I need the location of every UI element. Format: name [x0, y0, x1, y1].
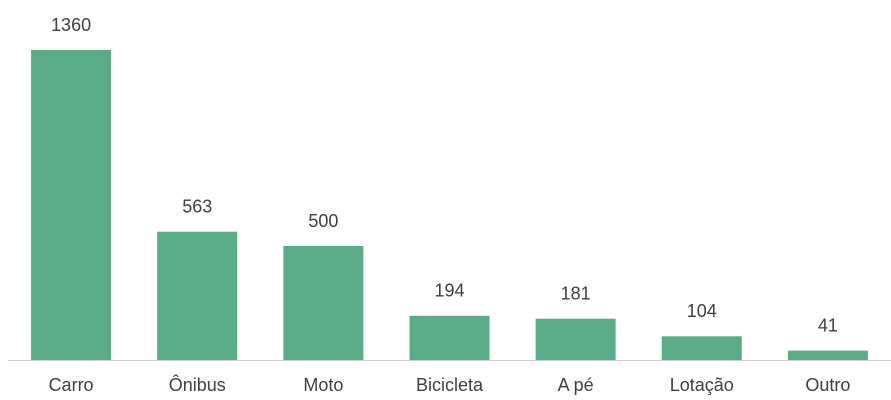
data-label: 194: [434, 281, 464, 301]
bar: [31, 50, 112, 360]
data-label: 104: [687, 301, 717, 321]
data-label: 563: [182, 196, 212, 216]
x-tick-label: A pé: [558, 375, 594, 395]
data-label: 1360: [51, 15, 91, 35]
bar: [787, 350, 868, 360]
bar: [661, 336, 742, 360]
bar: [283, 246, 364, 360]
data-label: 500: [308, 211, 338, 231]
x-tick-label: Outro: [805, 375, 850, 395]
x-tick-label: Moto: [303, 375, 343, 395]
x-tick-label: Ônibus: [169, 374, 226, 395]
bar: [157, 231, 238, 360]
data-label: 181: [561, 283, 591, 303]
x-tick-label: Carro: [49, 375, 94, 395]
bar: [409, 315, 490, 360]
x-tick-label: Lotação: [670, 375, 734, 395]
x-tick-label: Bicicleta: [416, 375, 484, 395]
data-label: 41: [818, 315, 838, 335]
bar: [535, 318, 616, 360]
